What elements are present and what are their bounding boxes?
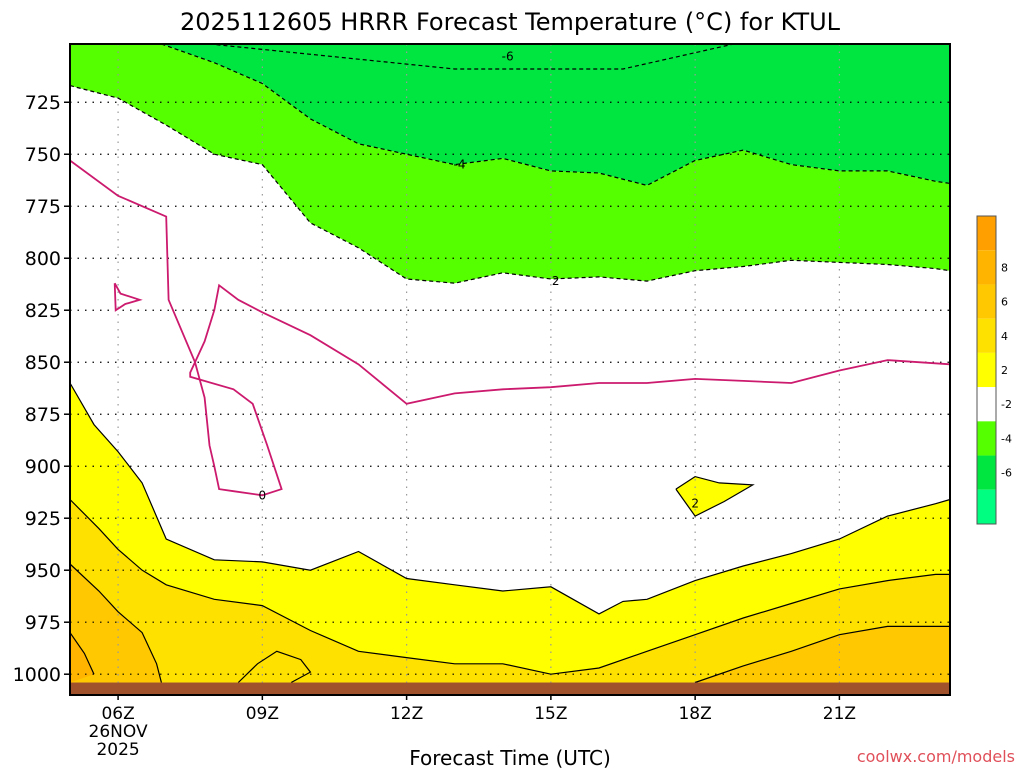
y-axis: 725 750 775 800 825 850 875 900 925 950 975 1000 — [13, 92, 70, 686]
contour-lines: -6 -4 2 0 2 — [69, 43, 951, 684]
chart-title: 2025112605 HRRR Forecast Temperature (°C… — [180, 8, 841, 36]
colorbar-swatch — [977, 216, 996, 251]
colorbar-label: 8 — [1001, 261, 1008, 274]
y-tick-label: 800 — [25, 248, 61, 270]
contour-label: 2 — [691, 497, 699, 511]
y-tick-label: 750 — [25, 144, 61, 166]
y-tick-label: 950 — [25, 560, 61, 582]
contour-line-2-island — [675, 475, 755, 517]
fill-two-island — [675, 476, 753, 517]
fill-four-to-six — [70, 499, 950, 683]
credit-link[interactable]: coolwx.com/models — [857, 747, 1015, 766]
ground-surface — [70, 682, 950, 695]
colorbar-swatch — [977, 284, 996, 319]
fill-eight-plus-left — [70, 632, 94, 683]
fill-two-to-four — [70, 383, 950, 683]
colorbar-label: -4 — [1001, 432, 1012, 445]
fill-six-to-eight-right — [695, 626, 950, 683]
x-tick-label: 15Z — [534, 704, 567, 724]
x-tick-label: 12Z — [390, 704, 423, 724]
colorbar-label: 4 — [1001, 330, 1008, 343]
colorbar-swatch — [977, 352, 996, 388]
x-tick-label: 06Z — [101, 704, 134, 724]
contour-line--6 — [209, 43, 734, 70]
contour-line-0 — [69, 159, 951, 497]
y-tick-label: 900 — [25, 456, 61, 478]
y-tick-label: 925 — [25, 508, 61, 530]
contour-label: 0 — [259, 488, 267, 502]
contour-line-2-lower — [69, 382, 951, 615]
contour-line-4 — [69, 499, 950, 675]
contour-line-8-left — [69, 632, 95, 675]
contour-line-2 — [69, 85, 951, 284]
contour-label: -4 — [454, 158, 466, 172]
colorbar-label: 2 — [1001, 364, 1008, 377]
x-tick-label: 21Z — [823, 704, 856, 724]
colorbar-frame — [976, 215, 997, 525]
colorbar-label: -6 — [1001, 467, 1012, 480]
x-tick-label: 18Z — [678, 704, 711, 724]
colorbar-swatch — [977, 250, 996, 285]
y-tick-label: 875 — [25, 404, 61, 426]
x-axis-label: Forecast Time (UTC) — [409, 746, 611, 768]
colorbar-swatch — [977, 489, 996, 524]
y-tick-label: 775 — [25, 196, 61, 218]
plot-frame — [69, 43, 951, 696]
contour-line-4-bottom — [237, 650, 312, 684]
fill-six-to-eight — [70, 564, 162, 683]
y-tick-label: 975 — [25, 612, 61, 634]
plot-area: -6 -4 2 0 2 — [69, 43, 951, 696]
colorbar-legend: 8 6 4 2 -2 -4 -6 — [976, 215, 1012, 525]
ground-layer — [70, 682, 950, 695]
contour-label: 2 — [552, 274, 560, 288]
colorbar-label: -2 — [1001, 398, 1012, 411]
colorbar-swatch — [977, 421, 996, 456]
colorbar-label: 6 — [1001, 296, 1008, 309]
y-tick-label: 725 — [25, 92, 61, 114]
x-date-label: 2025 — [96, 740, 139, 760]
colorbar-swatch — [977, 387, 996, 422]
fill-minus4-to-minus2 — [70, 44, 950, 284]
contour-line--4 — [161, 43, 951, 187]
contour-line-6-right — [694, 625, 950, 684]
x-tick-label: 09Z — [246, 704, 279, 724]
y-tick-label: 1000 — [13, 664, 61, 686]
contour-line-0-loop — [113, 282, 143, 312]
colorbar-swatch — [977, 455, 996, 490]
x-date-label: 26NOV — [89, 722, 148, 742]
colorbar-swatch — [977, 318, 996, 353]
y-tick-label: 825 — [25, 300, 61, 322]
y-tick-label: 850 — [25, 352, 61, 374]
contour-line-6-left — [69, 563, 162, 683]
contour-label: -6 — [502, 49, 514, 63]
